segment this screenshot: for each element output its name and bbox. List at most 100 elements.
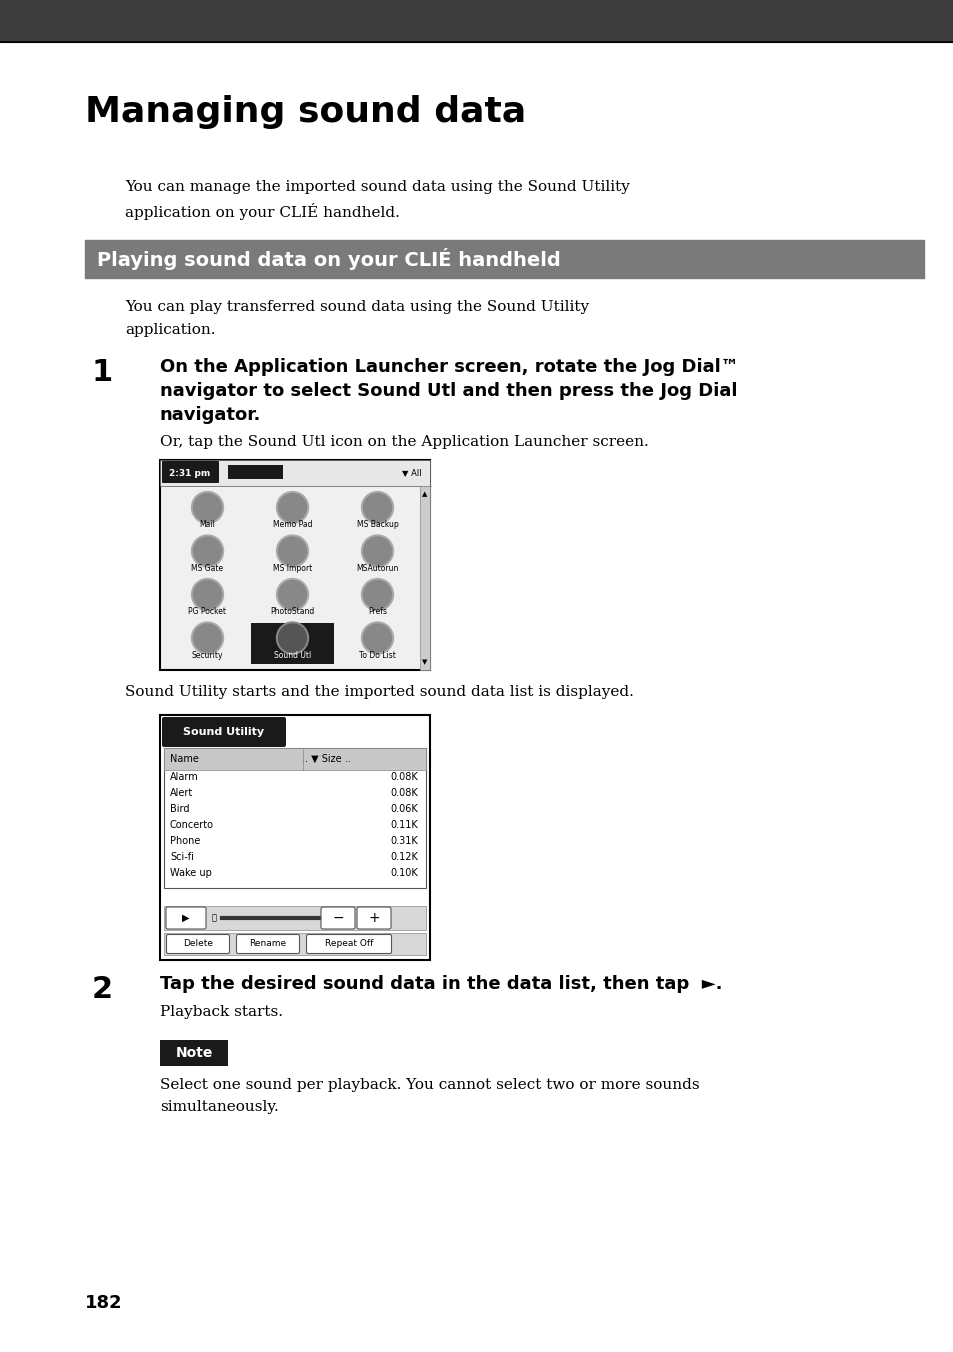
Text: Sound Utility starts and the imported sound data list is displayed.: Sound Utility starts and the imported so…	[125, 685, 633, 699]
Text: Repeat Off: Repeat Off	[324, 940, 373, 949]
Text: 0.08K: 0.08K	[390, 788, 417, 798]
Bar	[164, 906, 426, 930]
Bar	[85, 241, 923, 279]
Text: 0.11K: 0.11K	[390, 821, 417, 830]
Text: Bird: Bird	[170, 804, 190, 814]
Text: ▲: ▲	[422, 491, 427, 498]
Text: Wake up: Wake up	[170, 868, 212, 877]
Circle shape	[193, 537, 221, 565]
Bar	[160, 460, 430, 671]
Text: PhotoStand: PhotoStand	[270, 607, 314, 617]
Text: Sound Utl: Sound Utl	[274, 650, 311, 660]
Bar	[419, 485, 430, 671]
FancyBboxPatch shape	[166, 907, 206, 929]
Text: Concerto: Concerto	[170, 821, 213, 830]
Text: 0.12K: 0.12K	[390, 852, 417, 863]
Text: Name: Name	[170, 754, 198, 764]
Text: 0.06K: 0.06K	[390, 804, 417, 814]
Text: You can manage the imported sound data using the Sound Utility: You can manage the imported sound data u…	[125, 180, 629, 193]
FancyBboxPatch shape	[236, 934, 299, 953]
Text: Tap the desired sound data in the data list, then tap  ►.: Tap the desired sound data in the data l…	[160, 975, 721, 992]
FancyBboxPatch shape	[356, 907, 391, 929]
Text: Or, tap the Sound Utl icon on the Application Launcher screen.: Or, tap the Sound Utl icon on the Applic…	[160, 435, 648, 449]
Bar	[228, 465, 283, 479]
Text: Delete: Delete	[183, 940, 213, 949]
Text: application.: application.	[125, 323, 215, 337]
Text: Rename: Rename	[249, 940, 286, 949]
Text: PG Pocket: PG Pocket	[189, 607, 226, 617]
Text: Memo Pad: Memo Pad	[273, 521, 312, 530]
Text: simultaneously.: simultaneously.	[160, 1101, 278, 1114]
Text: 182: 182	[85, 1294, 123, 1311]
Bar	[160, 715, 430, 960]
Circle shape	[278, 580, 306, 608]
Circle shape	[192, 579, 223, 611]
Text: MS Import: MS Import	[273, 564, 312, 573]
FancyBboxPatch shape	[320, 907, 355, 929]
Circle shape	[363, 493, 391, 522]
Circle shape	[276, 535, 308, 566]
Circle shape	[361, 492, 393, 523]
FancyBboxPatch shape	[162, 461, 219, 483]
Text: Managing sound data: Managing sound data	[85, 95, 526, 128]
Circle shape	[361, 579, 393, 611]
Circle shape	[192, 535, 223, 566]
Text: Alert: Alert	[170, 788, 193, 798]
Text: Note: Note	[175, 1046, 213, 1060]
Bar	[164, 933, 426, 955]
Text: −: −	[332, 911, 343, 925]
Circle shape	[363, 580, 391, 608]
Text: 2: 2	[91, 975, 113, 1005]
Circle shape	[193, 625, 221, 652]
FancyBboxPatch shape	[306, 934, 391, 953]
Bar	[164, 748, 426, 888]
Circle shape	[278, 625, 306, 652]
Circle shape	[276, 622, 308, 654]
FancyBboxPatch shape	[167, 934, 230, 953]
Text: MSAutorun: MSAutorun	[355, 564, 398, 573]
Circle shape	[363, 537, 391, 565]
Text: Playing sound data on your CLIÉ handheld: Playing sound data on your CLIÉ handheld	[97, 247, 560, 270]
Text: 0.10K: 0.10K	[390, 868, 417, 877]
Text: +: +	[368, 911, 379, 925]
Text: On the Application Launcher screen, rotate the Jog Dial™: On the Application Launcher screen, rota…	[160, 358, 738, 376]
Text: Sci-fi: Sci-fi	[170, 852, 193, 863]
Circle shape	[276, 492, 308, 523]
FancyBboxPatch shape	[162, 717, 286, 748]
Text: ▼: ▼	[422, 658, 427, 665]
Bar	[0, 0, 953, 41]
Circle shape	[363, 625, 391, 652]
Bar	[160, 1040, 228, 1065]
Text: Mail: Mail	[199, 521, 215, 530]
Text: Alarm: Alarm	[170, 772, 198, 781]
Text: navigator.: navigator.	[160, 406, 261, 425]
Text: 0.08K: 0.08K	[390, 772, 417, 781]
Text: navigator to select Sound Utl and then press the Jog Dial: navigator to select Sound Utl and then p…	[160, 383, 737, 400]
Text: .. ▼ Size ..: .. ▼ Size ..	[302, 754, 351, 764]
Circle shape	[193, 493, 221, 522]
Bar	[160, 460, 430, 485]
Text: Security: Security	[192, 650, 223, 660]
Text: MS Backup: MS Backup	[356, 521, 398, 530]
Circle shape	[361, 535, 393, 566]
Circle shape	[278, 537, 306, 565]
Text: 2:31 pm: 2:31 pm	[170, 469, 211, 477]
Text: You can play transferred sound data using the Sound Utility: You can play transferred sound data usin…	[125, 300, 589, 314]
Text: Playback starts.: Playback starts.	[160, 1005, 283, 1019]
Text: ▶: ▶	[182, 913, 190, 923]
Circle shape	[192, 492, 223, 523]
Text: MS Gate: MS Gate	[192, 564, 223, 573]
Circle shape	[276, 579, 308, 611]
Text: ▼ All: ▼ All	[402, 469, 421, 477]
Text: 1: 1	[91, 358, 113, 387]
Text: 🔊: 🔊	[212, 914, 216, 922]
Text: Select one sound per playback. You cannot select two or more sounds: Select one sound per playback. You canno…	[160, 1078, 699, 1092]
Text: To Do List: To Do List	[358, 650, 395, 660]
Text: Phone: Phone	[170, 836, 200, 846]
Text: Sound Utility: Sound Utility	[183, 727, 264, 737]
Bar	[251, 622, 334, 664]
Circle shape	[278, 493, 306, 522]
Circle shape	[192, 622, 223, 654]
Text: application on your CLIÉ handheld.: application on your CLIÉ handheld.	[125, 203, 399, 220]
Bar	[164, 748, 426, 771]
